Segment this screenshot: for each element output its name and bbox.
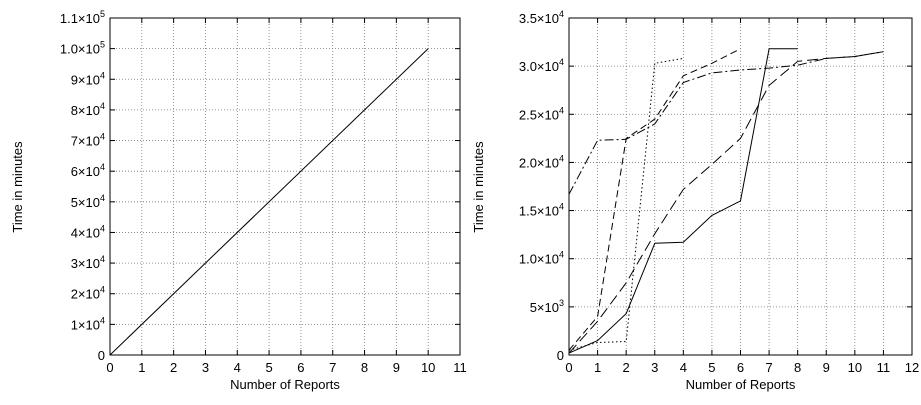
y-tick-label: 2.5×104 [519, 105, 564, 122]
y-axis-label: Time in minutes [471, 141, 486, 233]
y-tick-mantissa: 0 [98, 348, 105, 363]
y-tick-label: 7×104 [71, 132, 105, 149]
y-tick-mantissa: 6×10 [71, 164, 100, 179]
x-tick-label: 11 [453, 360, 467, 375]
y-tick-label: 3×104 [71, 254, 105, 271]
x-tick-label: 5 [708, 360, 715, 375]
y-tick-exponent: 4 [559, 153, 564, 163]
series-line-longdash [568, 51, 884, 354]
x-tick-label: 2 [170, 360, 177, 375]
y-tick-exponent: 4 [100, 132, 105, 142]
x-tick-label: 4 [680, 360, 687, 375]
y-tick-label: 2×104 [71, 285, 105, 302]
y-tick-mantissa: 7×10 [71, 134, 100, 149]
y-tick-exponent: 5 [100, 40, 105, 50]
x-tick-label: 4 [234, 360, 241, 375]
x-tick-label: 2 [623, 360, 630, 375]
y-tick-mantissa: 3.0×10 [519, 59, 559, 74]
x-tick-label: 8 [361, 360, 368, 375]
series-line-dashdot [568, 51, 884, 195]
x-tick-label: 1 [594, 360, 601, 375]
y-tick-label: 0 [557, 348, 564, 363]
y-tick-exponent: 4 [100, 162, 105, 172]
y-tick-exponent: 4 [100, 315, 105, 325]
series-line-solid [568, 48, 798, 354]
x-tick-label: 3 [202, 360, 209, 375]
y-tick-mantissa: 1.1×10 [60, 11, 100, 26]
y-tick-mantissa: 1.5×10 [519, 204, 559, 219]
y-tick-mantissa: 9×10 [71, 72, 100, 87]
y-tick-mantissa: 1×10 [71, 317, 100, 332]
y-axis-label: Time in minutes [10, 141, 25, 233]
x-tick-label: 6 [297, 360, 304, 375]
x-tick-label: 11 [877, 360, 891, 375]
chart-1: 0 1 2 3 4 5 6 7 8 9 10 1101×1042×1043×1044×1045×104… [10, 9, 467, 392]
x-tick-label: 7 [765, 360, 772, 375]
y-tick-exponent: 4 [100, 223, 105, 233]
x-tick-label: 10 [848, 360, 862, 375]
y-tick-mantissa: 4×10 [71, 225, 100, 240]
y-tick-exponent: 4 [100, 285, 105, 295]
y-tick-exponent: 4 [559, 57, 564, 67]
y-tick-label: 1×104 [71, 315, 105, 332]
x-axis-label: Number of Reports [686, 377, 796, 392]
y-tick-mantissa: 2×10 [71, 287, 100, 302]
y-tick-exponent: 4 [100, 193, 105, 203]
x-tick-label: 3 [651, 360, 658, 375]
y-tick-mantissa: 1.0×10 [519, 252, 559, 267]
y-tick-mantissa: 5×10 [530, 300, 559, 315]
y-tick-mantissa: 3×10 [71, 256, 100, 271]
x-tick-label: 1 [138, 360, 145, 375]
y-tick-label: 0 [98, 348, 105, 363]
series-line-dashed [568, 48, 741, 351]
x-tick-label: 5 [265, 360, 272, 375]
y-tick-exponent: 4 [100, 254, 105, 264]
y-tick-mantissa: 5×10 [71, 195, 100, 210]
y-tick-label: 1.0×104 [519, 250, 564, 267]
y-tick-mantissa: 2.0×10 [519, 155, 559, 170]
y-tick-exponent: 4 [559, 250, 564, 260]
y-tick-exponent: 3 [559, 298, 564, 308]
x-tick-label: 8 [794, 360, 801, 375]
series-line-solid [109, 48, 429, 356]
x-axis-label: Number of Reports [230, 377, 340, 392]
y-tick-mantissa: 3.5×10 [519, 11, 559, 26]
y-tick-label: 5×104 [71, 193, 105, 210]
y-tick-label: 1.5×104 [519, 202, 564, 219]
x-tick-label: 12 [905, 360, 919, 375]
y-tick-mantissa: 2.5×10 [519, 107, 559, 122]
y-tick-exponent: 4 [559, 105, 564, 115]
y-tick-exponent: 4 [559, 9, 564, 19]
x-tick-label: 0 [106, 360, 113, 375]
y-tick-mantissa: 1.0×10 [60, 42, 100, 57]
x-tick-label: 0 [565, 360, 572, 375]
x-tick-label: 10 [421, 360, 435, 375]
y-tick-exponent: 4 [100, 101, 105, 111]
y-tick-label: 3.5×104 [519, 9, 564, 26]
y-tick-label: 5×103 [530, 298, 564, 315]
y-tick-label: 6×104 [71, 162, 105, 179]
y-tick-label: 1.1×105 [60, 9, 105, 26]
y-tick-label: 4×104 [71, 223, 105, 240]
y-tick-label: 8×104 [71, 101, 105, 118]
y-tick-exponent: 5 [100, 9, 105, 19]
y-tick-label: 2.0×104 [519, 153, 564, 170]
y-tick-exponent: 4 [559, 202, 564, 212]
y-tick-label: 3.0×104 [519, 57, 564, 74]
chart-2: 0 1 2 3 4 5 6 7 8 9 10 11 1205×1031.0×1041.5×1042.0×… [471, 9, 919, 392]
y-tick-mantissa: 8×10 [71, 103, 100, 118]
x-tick-label: 9 [823, 360, 830, 375]
x-tick-label: 6 [737, 360, 744, 375]
y-tick-mantissa: 0 [557, 348, 564, 363]
x-tick-label: 9 [393, 360, 400, 375]
y-tick-label: 1.0×105 [60, 40, 105, 57]
x-tick-label: 7 [329, 360, 336, 375]
y-tick-exponent: 4 [100, 70, 105, 80]
y-tick-label: 9×104 [71, 70, 105, 87]
plot-frame [109, 17, 461, 356]
